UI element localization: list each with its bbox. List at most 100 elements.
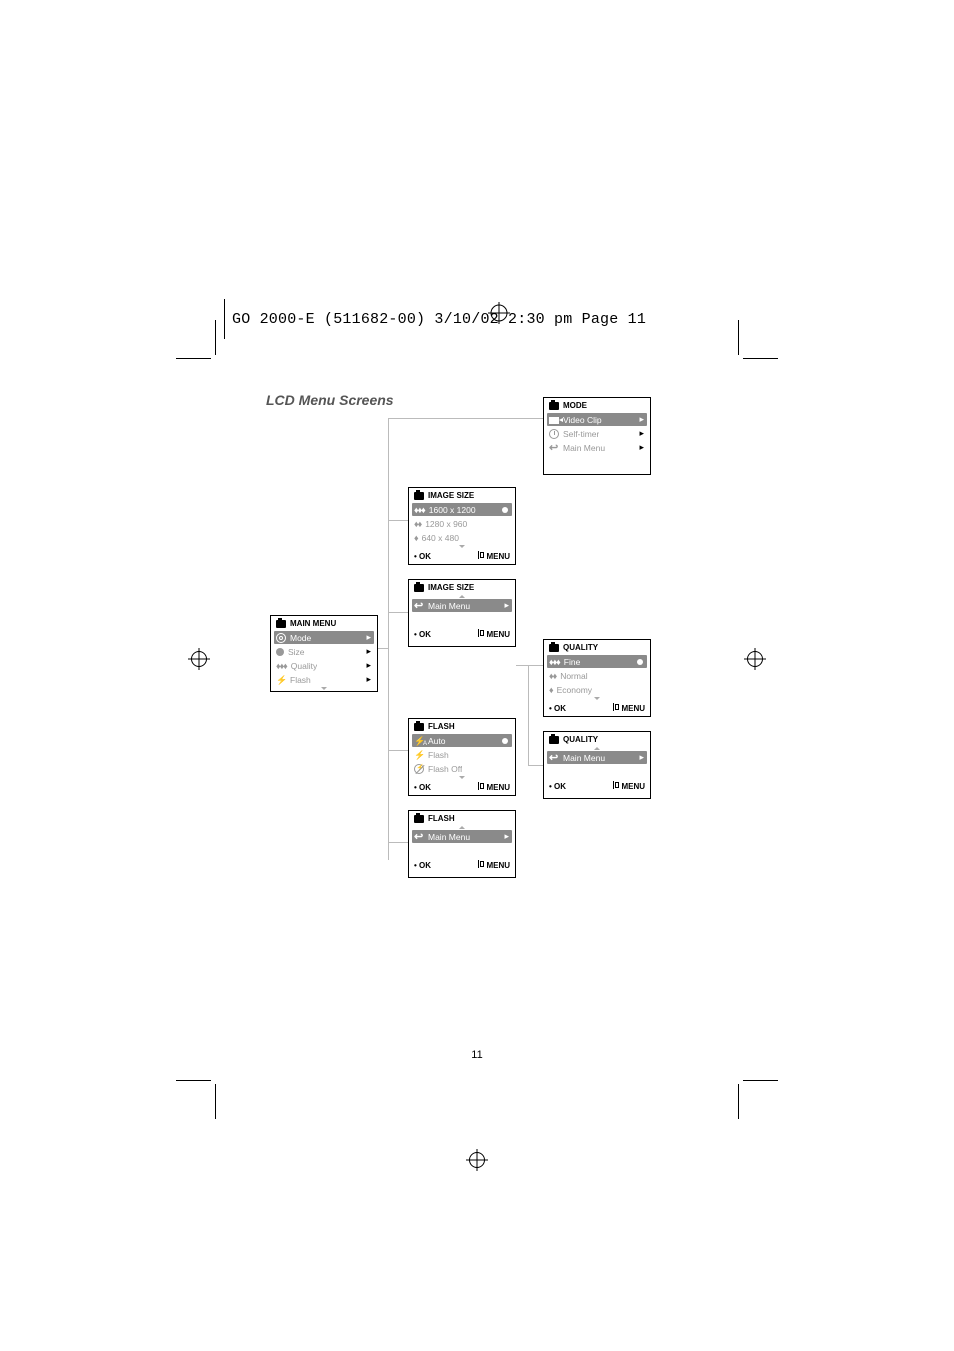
camera-icon (549, 736, 559, 744)
camera-icon (549, 644, 559, 652)
menu-item-flash[interactable]: Flash▸ (274, 673, 374, 686)
menu-item-label: Flash (428, 750, 449, 760)
menu-item-label: 1280 x 960 (425, 519, 467, 529)
connector (388, 750, 408, 751)
registration-mark-left (188, 648, 210, 670)
menu-item-main-menu[interactable]: Main Menu▸ (412, 599, 512, 612)
menu-item-flash-off[interactable]: Flash Off (412, 762, 512, 775)
panel-title-text: MAIN MENU (290, 619, 336, 628)
ok-label: OK (549, 704, 566, 713)
menu-icon (613, 781, 619, 789)
registration-mark-bottom (466, 1149, 488, 1171)
ok-label: OK (414, 552, 431, 561)
flash-auto-icon (414, 736, 424, 746)
selected-dot-icon (637, 659, 643, 665)
video-icon (549, 417, 559, 424)
connector (388, 520, 408, 521)
menu-label: MENU (478, 782, 510, 792)
section-title: LCD Menu Screens (266, 392, 394, 408)
panel-footer: OK MENU (409, 549, 515, 564)
menu-item-label: Self-timer (563, 429, 599, 439)
chevron-right-icon: ▸ (362, 646, 372, 657)
panel-mode: MODE Video Clip▸ Self-timer▸ Main Menu ▸ (543, 397, 651, 475)
menu-item-size[interactable]: Size ▸ (274, 645, 374, 658)
panel-title: MODE (544, 398, 650, 412)
menu-item-label: Normal (560, 671, 587, 681)
menu-item-label: Economy (557, 685, 592, 695)
connector (388, 612, 408, 613)
panel-title: IMAGE SIZE (409, 488, 515, 502)
chevron-right-icon: ▸ (362, 660, 372, 671)
panel-title-text: QUALITY (563, 735, 598, 744)
crop-mark (176, 1080, 211, 1081)
crop-mark (743, 1080, 778, 1081)
crop-mark (738, 1084, 739, 1119)
menu-item-video-clip[interactable]: Video Clip▸ (547, 413, 647, 426)
quality-3-icon: ♦♦♦ (414, 505, 425, 515)
quality-1-icon: ♦ (549, 685, 553, 695)
menu-item-auto[interactable]: Auto (412, 734, 512, 747)
mode-icon (276, 633, 286, 643)
menu-item-640[interactable]: ♦640 x 480 (412, 531, 512, 544)
menu-item-label: Size (288, 647, 305, 657)
menu-item-quality[interactable]: ♦♦♦ Quality ▸ (274, 659, 374, 672)
panel-footer: OK MENU (409, 780, 515, 795)
flash-icon (414, 750, 424, 760)
menu-icon (478, 860, 484, 868)
menu-item-main-menu[interactable]: Main Menu ▸ (547, 441, 647, 454)
menu-item-self-timer[interactable]: Self-timer▸ (547, 427, 647, 440)
timer-icon (549, 429, 559, 439)
chevron-right-icon: ▸ (635, 752, 645, 763)
scroll-down-icon (321, 687, 327, 690)
ok-label: OK (414, 783, 431, 792)
menu-item-flash-on[interactable]: Flash (412, 748, 512, 761)
menu-item-main-menu[interactable]: Main Menu▸ (412, 830, 512, 843)
panel-footer: OK MENU (544, 779, 650, 794)
menu-item-label: Quality (291, 661, 317, 671)
panel-quality-2: QUALITY Main Menu ▸ OK MENU (543, 731, 651, 799)
quality-3-icon: ♦♦♦ (549, 657, 560, 667)
panel-title: FLASH (409, 719, 515, 733)
quality-icon: ♦♦♦ (276, 661, 287, 671)
scroll-up-icon (594, 747, 600, 750)
menu-item-economy[interactable]: ♦ Economy (547, 683, 647, 696)
menu-item-label: Main Menu (563, 753, 605, 763)
chevron-right-icon: ▸ (635, 442, 645, 453)
camera-icon (414, 492, 424, 500)
scroll-up-icon (459, 595, 465, 598)
menu-item-label: Main Menu (563, 443, 605, 453)
panel-quality-1: QUALITY ♦♦♦Fine ♦♦Normal ♦ Economy OK MEN… (543, 639, 651, 717)
panel-title: QUALITY (544, 640, 650, 654)
menu-item-label: 640 x 480 (422, 533, 459, 543)
panel-main-menu: MAIN MENU Mode▸ Size▸ ♦♦♦Quality▸ Flash▸ (270, 615, 378, 692)
panel-footer: OK MENU (544, 701, 650, 716)
panel-title: FLASH (409, 811, 515, 825)
menu-item-label: Mode (290, 633, 311, 643)
registration-mark-spine (488, 302, 510, 324)
flash-icon (276, 675, 286, 685)
menu-icon (478, 782, 484, 790)
panel-image-size-2: IMAGE SIZE Main Menu▸ OK MENU (408, 579, 516, 647)
connector (516, 665, 543, 666)
panel-title: IMAGE SIZE (409, 580, 515, 594)
menu-item-mode[interactable]: Mode▸ (274, 631, 374, 644)
camera-icon (414, 815, 424, 823)
camera-icon (414, 584, 424, 592)
ok-label: OK (414, 630, 431, 639)
ok-label: OK (549, 782, 566, 791)
menu-item-main-menu[interactable]: Main Menu ▸ (547, 751, 647, 764)
menu-item-1600[interactable]: ♦♦♦1600 x 1200 (412, 503, 512, 516)
menu-item-fine[interactable]: ♦♦♦Fine (547, 655, 647, 668)
camera-icon (549, 402, 559, 410)
chevron-right-icon: ▸ (500, 831, 510, 842)
crop-mark (176, 358, 211, 359)
chevron-right-icon: ▸ (362, 674, 372, 685)
return-icon (414, 601, 424, 611)
camera-icon (276, 620, 286, 628)
menu-item-normal[interactable]: ♦♦Normal (547, 669, 647, 682)
menu-item-1280[interactable]: ♦♦1280 x 960 (412, 517, 512, 530)
panel-footer: OK MENU (409, 858, 515, 873)
camera-icon (414, 723, 424, 731)
panel-title-text: IMAGE SIZE (428, 583, 474, 592)
connector (388, 418, 389, 860)
